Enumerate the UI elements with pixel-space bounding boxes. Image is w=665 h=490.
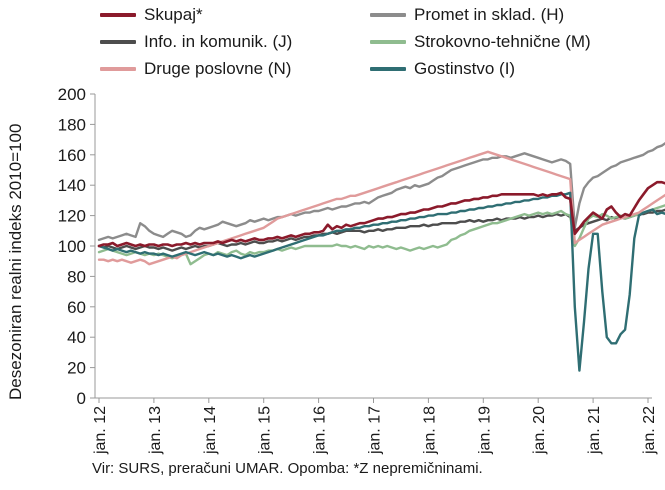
series-line-3 — [97, 204, 665, 266]
y-tick-label: 40 — [67, 328, 86, 347]
legend-item-skupaj: Skupaj* — [100, 4, 203, 26]
y-tick-label: 60 — [67, 298, 86, 317]
x-tick-label: jan. 22 — [641, 406, 658, 455]
legend-item-promet: Promet in sklad. (H) — [370, 4, 564, 26]
y-tick-label: 20 — [67, 359, 86, 378]
legend-label: Promet in sklad. (H) — [414, 5, 565, 24]
legend-swatch — [370, 67, 406, 71]
y-tick-label: 80 — [67, 267, 86, 286]
legend-item-druge: Druge poslovne (N) — [100, 58, 291, 80]
legend-item-gostinstvo: Gostinstvo (I) — [370, 58, 515, 80]
y-tick-label: 100 — [58, 237, 86, 256]
series-line-5 — [97, 191, 665, 372]
y-tick-label: 120 — [58, 207, 86, 226]
y-tick-label: 0 — [77, 389, 86, 408]
legend-swatch — [100, 67, 136, 71]
series-line-1 — [97, 142, 665, 242]
x-tick-label: jan. 18 — [421, 406, 438, 455]
legend-label: Info. in komunik. (J) — [144, 32, 293, 51]
legend-swatch — [370, 13, 406, 17]
x-tick-label: jan. 14 — [202, 406, 219, 455]
series-line-0 — [97, 180, 665, 248]
series-line-4 — [97, 150, 665, 266]
x-tick-label: jan. 15 — [257, 406, 274, 455]
x-tick-label: jan. 19 — [476, 406, 493, 455]
legend-swatch — [100, 40, 136, 44]
x-tick-label: jan. 12 — [92, 406, 109, 455]
x-tick-label: jan. 17 — [367, 406, 384, 455]
y-tick-label: 200 — [58, 85, 86, 104]
legend-swatch — [370, 40, 406, 44]
legend-label: Strokovno-tehnične (M) — [414, 32, 591, 51]
legend-swatch — [100, 13, 136, 17]
legend-label: Skupaj* — [144, 5, 203, 24]
y-tick-label: 160 — [58, 146, 86, 165]
footnote: Vir: SURS, preračuni UMAR. Opomba: *Z ne… — [92, 460, 483, 477]
y-tick-label: 180 — [58, 115, 86, 134]
x-tick-label: jan. 21 — [586, 406, 603, 455]
y-tick-label: 140 — [58, 176, 86, 195]
legend-label: Gostinstvo (I) — [414, 59, 516, 78]
x-tick-label: jan. 20 — [531, 406, 548, 455]
legend-item-strokovno: Strokovno-tehnične (M) — [370, 31, 591, 53]
x-tick-label: jan. 16 — [312, 406, 329, 455]
x-tick-label: jan. 13 — [147, 406, 164, 455]
legend-item-info: Info. in komunik. (J) — [100, 31, 292, 53]
legend-label: Druge poslovne (N) — [144, 59, 292, 78]
